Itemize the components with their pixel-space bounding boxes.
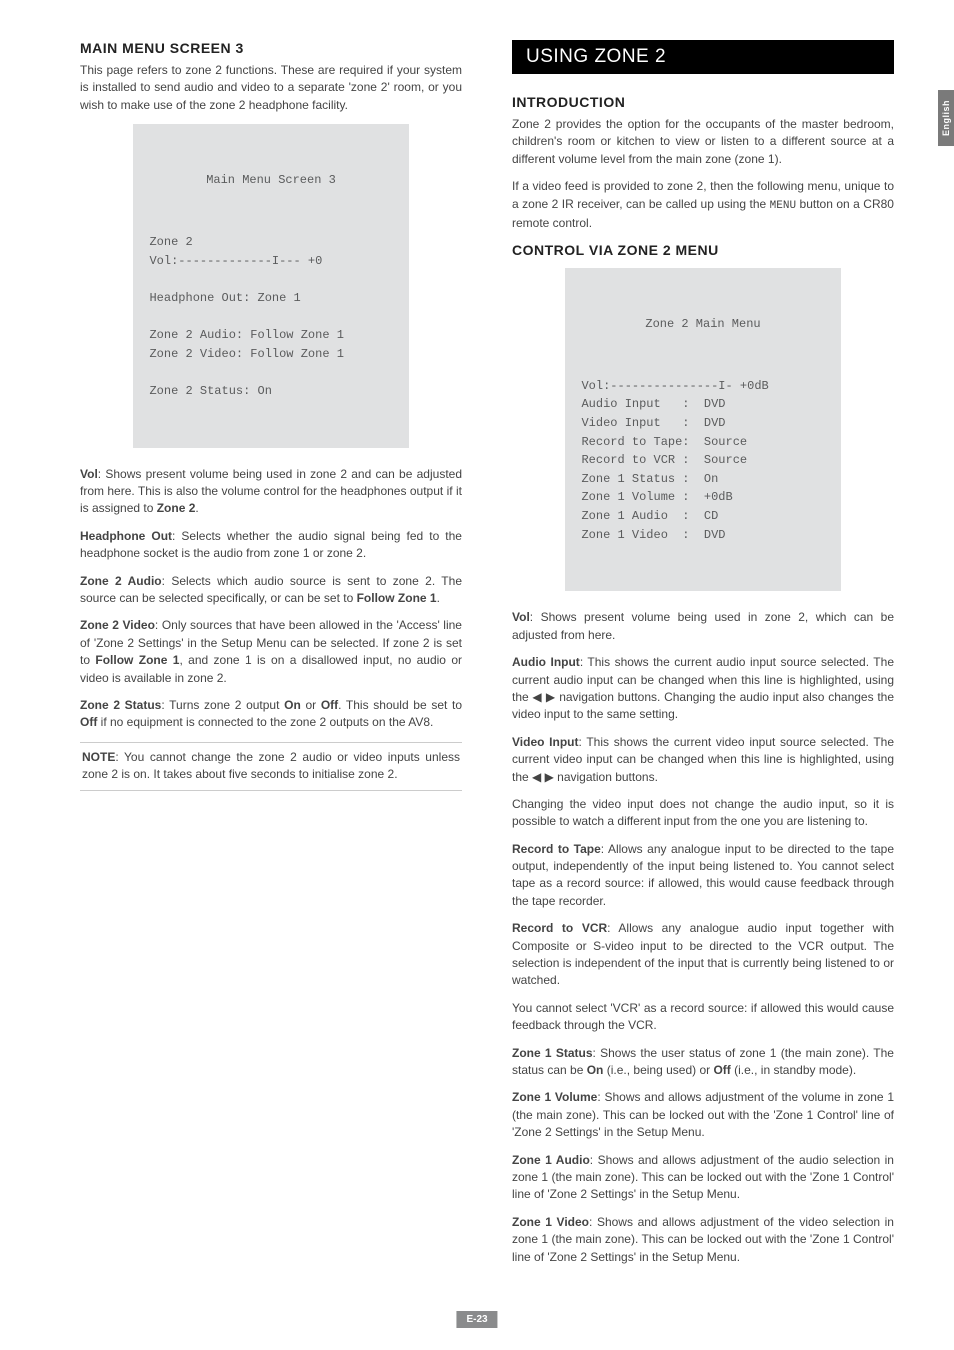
z1-video-para: Zone 1 Video: Shows and allows adjustmen… — [512, 1214, 894, 1266]
z2v-label: Zone 2 Video — [80, 618, 155, 632]
rt-label: Record to Tape — [512, 842, 601, 856]
z1s-on: On — [587, 1063, 604, 1077]
note-label: NOTE — [82, 750, 115, 764]
screen3-title: Main Menu Screen 3 — [149, 171, 392, 190]
intro2-text: If a video feed is provided to zone 2, t… — [512, 178, 894, 232]
right-arrow-icon: ▶ — [545, 770, 554, 784]
ai-label: Audio Input — [512, 655, 580, 669]
page-number: E-23 — [456, 1311, 497, 1328]
main-menu-heading: MAIN MENU SCREEN 3 — [80, 40, 462, 56]
z2a-label: Zone 2 Audio — [80, 574, 162, 588]
left-arrow-icon: ◀ — [532, 770, 541, 784]
z2a-end: . — [437, 591, 440, 605]
page-content: MAIN MENU SCREEN 3 This page refers to z… — [0, 0, 954, 1276]
intro1-text: Zone 2 provides the option for the occup… — [512, 116, 894, 168]
vol-zone2: Zone 2 — [157, 501, 196, 515]
using-zone2-title: USING ZONE 2 — [512, 40, 894, 74]
z1s-t3: (i.e., in standby mode). — [731, 1063, 856, 1077]
control-heading: CONTROL VIA ZONE 2 MENU — [512, 242, 894, 258]
z1s-label: Zone 1 Status — [512, 1046, 593, 1060]
z1s-t2: (i.e., being used) or — [603, 1063, 713, 1077]
zone2-screen-body: Vol:---------------I- +0dB Audio Input :… — [581, 377, 824, 544]
vi-t2: navigation buttons. — [554, 770, 658, 784]
r-vol-text: : Shows present volume being used in zon… — [512, 610, 894, 641]
z1-volume-para: Zone 1 Volume: Shows and allows adjustme… — [512, 1089, 894, 1141]
right-column: USING ZONE 2 INTRODUCTION Zone 2 provide… — [487, 40, 894, 1276]
z1v-label: Zone 1 Video — [512, 1215, 589, 1229]
z1s-off: Off — [713, 1063, 730, 1077]
note-box: NOTE: You cannot change the zone 2 audio… — [80, 742, 462, 791]
z2s-off: Off — [321, 698, 338, 712]
headphone-para: Headphone Out: Selects whether the audio… — [80, 528, 462, 563]
z1-status-para: Zone 1 Status: Shows the user status of … — [512, 1045, 894, 1080]
introduction-heading: INTRODUCTION — [512, 94, 894, 110]
vol-label: Vol — [80, 467, 98, 481]
ai-t2: navigation buttons. Changing the audio i… — [512, 690, 894, 721]
z1a-label: Zone 1 Audio — [512, 1153, 590, 1167]
vol-end: . — [195, 501, 198, 515]
zone2-screen-title: Zone 2 Main Menu — [581, 315, 824, 334]
r-vol-label: Vol — [512, 610, 530, 624]
intro-text: This page refers to zone 2 functions. Th… — [80, 62, 462, 114]
z2a-follow: Follow Zone 1 — [357, 591, 437, 605]
z2v-follow: Follow Zone 1 — [95, 653, 179, 667]
z2s-on: On — [284, 698, 301, 712]
record-vcr-para: Record to VCR: Allows any analogue audio… — [512, 920, 894, 990]
language-tab: English — [938, 90, 954, 146]
vi-label: Video Input — [512, 735, 579, 749]
audio-input-para: Audio Input: This shows the current audi… — [512, 654, 894, 724]
z2s-label: Zone 2 Status — [80, 698, 161, 712]
z1-audio-para: Zone 1 Audio: Shows and allows adjustmen… — [512, 1152, 894, 1204]
z2s-off2: Off — [80, 715, 97, 729]
z2audio-para: Zone 2 Audio: Selects which audio source… — [80, 573, 462, 608]
vol-text: : Shows present volume being used in zon… — [80, 467, 462, 516]
left-arrow-icon: ◀ — [532, 690, 542, 704]
hp-label: Headphone Out — [80, 529, 172, 543]
z2video-para: Zone 2 Video: Only sources that have bee… — [80, 617, 462, 687]
note-text: : You cannot change the zone 2 audio or … — [82, 750, 460, 781]
r-vol-para: Vol: Shows present volume being used in … — [512, 609, 894, 644]
z1vol-label: Zone 1 Volume — [512, 1090, 597, 1104]
menu-button-text: MENU — [770, 200, 796, 212]
video-input-para: Video Input: This shows the current vide… — [512, 734, 894, 786]
record-vcr-para2: You cannot select 'VCR' as a record sour… — [512, 1000, 894, 1035]
left-column: MAIN MENU SCREEN 3 This page refers to z… — [80, 40, 487, 1276]
record-tape-para: Record to Tape: Allows any analogue inpu… — [512, 841, 894, 911]
screen3-body: Zone 2 Vol:-------------I--- +0 Headphon… — [149, 233, 392, 400]
z2s-t3: . This should be set to — [338, 698, 462, 712]
zone2-menu-screen-block: Zone 2 Main Menu Vol:---------------I- +… — [565, 268, 840, 592]
right-arrow-icon: ▶ — [546, 690, 556, 704]
z2status-para: Zone 2 Status: Turns zone 2 output On or… — [80, 697, 462, 732]
main-menu-screen-block: Main Menu Screen 3 Zone 2 Vol:----------… — [133, 124, 408, 448]
rv-label: Record to VCR — [512, 921, 607, 935]
z2s-t4: if no equipment is connected to the zone… — [97, 715, 433, 729]
z2s-t2: or — [301, 698, 321, 712]
z2s-text: : Turns zone 2 output — [161, 698, 284, 712]
sep-para: Changing the video input does not change… — [512, 796, 894, 831]
vol-para: Vol: Shows present volume being used in … — [80, 466, 462, 518]
